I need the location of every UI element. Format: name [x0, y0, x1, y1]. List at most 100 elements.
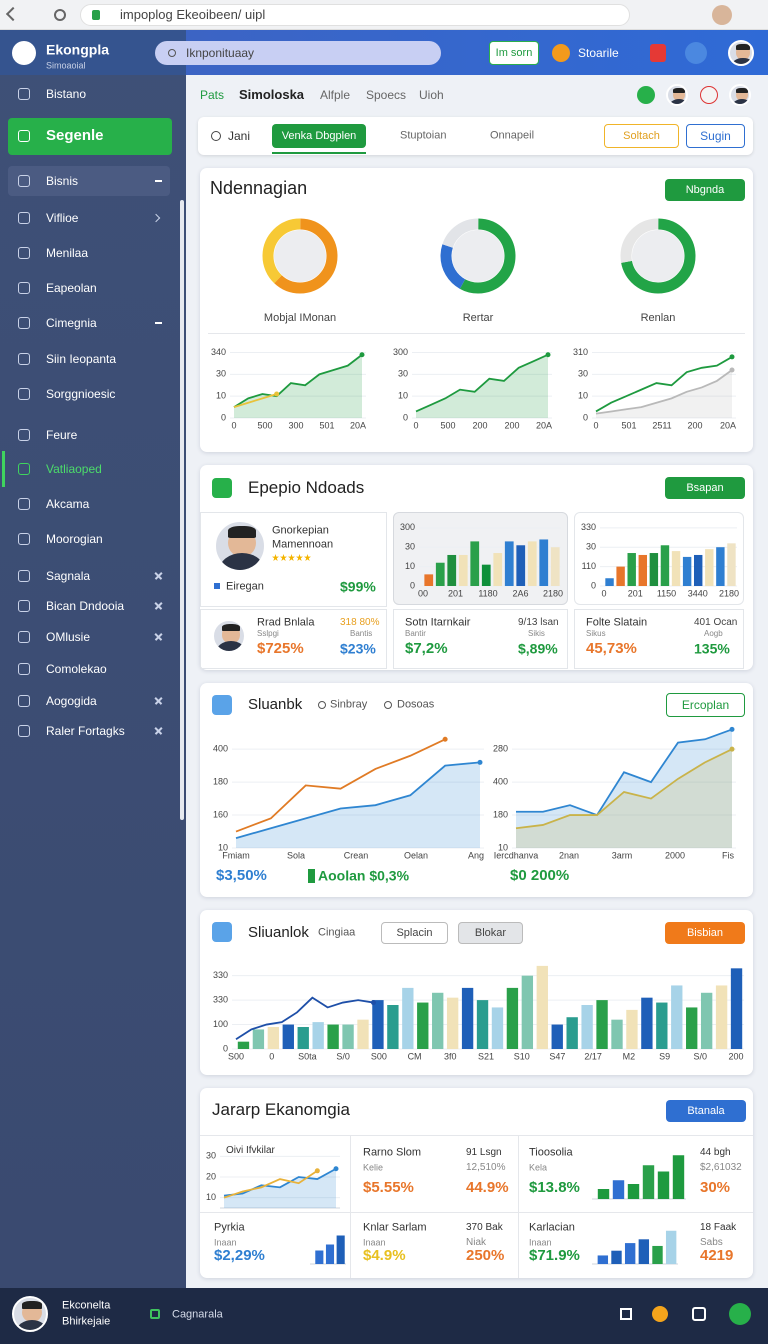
- tab[interactable]: Simoloska: [239, 87, 305, 103]
- card-tab[interactable]: Dosoas: [397, 698, 435, 711]
- brand: Ekongpla: [46, 41, 110, 58]
- chart: 10 160 180 400 Fmiam Sola Crean Oelan Ang: [213, 736, 484, 860]
- red-icon: [650, 44, 666, 62]
- card-button[interactable]: Ercoplan: [666, 693, 745, 717]
- stat-note: 9/13 lsan: [518, 617, 559, 628]
- x-tick-label: CM: [408, 1051, 422, 1061]
- bar: [536, 965, 548, 1049]
- card-button[interactable]: Bsapan: [665, 477, 745, 499]
- nav-item[interactable]: Akcama: [46, 496, 90, 511]
- tab[interactable]: Pats: [200, 87, 225, 102]
- profile-stat: $99%: [340, 578, 376, 595]
- nav-item[interactable]: Menilaa: [46, 245, 89, 260]
- search-placeholder: Iknponituaay: [186, 45, 255, 60]
- x-tick-label: 2180: [719, 588, 739, 598]
- nav-item[interactable]: OMlusie: [46, 629, 91, 644]
- footer-link[interactable]: Cagnarala: [172, 1308, 223, 1321]
- line: [415, 353, 549, 413]
- nav-icon: [18, 317, 30, 329]
- bar: [638, 554, 648, 586]
- card-button[interactable]: Blokar: [458, 922, 523, 944]
- nav-item[interactable]: Bisnis: [46, 173, 79, 188]
- y-tick-label: 10: [498, 842, 508, 852]
- tool[interactable]: Stuptoian: [400, 129, 447, 142]
- nav-item[interactable]: Eapeolan: [46, 280, 97, 295]
- nav-item-active[interactable]: [8, 118, 172, 155]
- nav-item[interactable]: Feure: [46, 427, 78, 442]
- topbar-link[interactable]: Stoarile: [578, 45, 619, 60]
- x-tick-label: Iercdhanva: [494, 850, 539, 860]
- star: [296, 554, 303, 561]
- bar: [656, 1002, 668, 1049]
- line: [595, 369, 733, 415]
- bar: [727, 543, 736, 586]
- nav-item[interactable]: Vatliaoped: [46, 461, 102, 476]
- card-button-label: Blokar: [474, 927, 507, 939]
- bar: [700, 992, 713, 1049]
- nav-item[interactable]: Cimegnia: [46, 315, 97, 330]
- donut-segment: [440, 218, 516, 294]
- bar: [424, 574, 434, 586]
- tab[interactable]: Spoecs: [366, 87, 407, 102]
- end-dot: [314, 1168, 320, 1174]
- nav-item[interactable]: Bican Dndooia: [46, 598, 125, 613]
- card-tab[interactable]: Sinbray: [330, 698, 368, 711]
- nav-item[interactable]: Moorogian: [46, 531, 103, 546]
- nav-item[interactable]: Sorggnioesic: [46, 386, 116, 401]
- tool-outline[interactable]: Sugin: [686, 124, 745, 148]
- bar: [605, 578, 614, 586]
- tool[interactable]: Onnapeil: [490, 129, 535, 142]
- bar: [616, 566, 625, 586]
- x-tick-label: 300: [288, 420, 303, 430]
- x-tick-label: S9: [659, 1051, 670, 1061]
- bar: [491, 1007, 504, 1049]
- donut: Mobjal IMonan: [262, 218, 338, 324]
- card-title: Ndennagian: [210, 178, 308, 199]
- line: [595, 356, 733, 413]
- bar: [461, 987, 474, 1049]
- profile-name: Gnorkepian: [272, 524, 329, 537]
- bar: [458, 554, 468, 586]
- cell-note: 91 Lsgn: [466, 1147, 502, 1158]
- end-dot: [729, 726, 735, 732]
- nav-item-open[interactable]: [8, 166, 170, 196]
- nav-icon: [18, 247, 30, 259]
- x-tick-label: 200: [504, 420, 519, 430]
- status-icon: [729, 1303, 751, 1325]
- stat-note: 401 Ocan: [694, 617, 738, 628]
- bar: [417, 1002, 429, 1049]
- bar: [660, 545, 670, 586]
- tool-outline[interactable]: Soltach: [604, 124, 679, 148]
- nav-item[interactable]: Sagnala: [46, 568, 91, 583]
- card-button[interactable]: Bisbian: [665, 922, 745, 944]
- tool-primary[interactable]: Venka Dbgplen: [272, 124, 366, 148]
- nav-item[interactable]: Siin Ieopanta: [46, 351, 117, 366]
- nav-item[interactable]: Aogogida: [46, 693, 97, 708]
- x-tick-label: 200: [687, 420, 702, 430]
- card-button[interactable]: Btanala: [666, 1100, 746, 1122]
- tool[interactable]: Jani: [228, 128, 251, 143]
- tab[interactable]: Uioh: [419, 87, 444, 102]
- card-button[interactable]: Nbgnda: [665, 179, 745, 201]
- stat-name: Rrad Bnlala: [257, 616, 315, 629]
- tab[interactable]: Alfple: [320, 87, 351, 102]
- line: [223, 1170, 318, 1199]
- x-tick-label: 1180: [478, 588, 497, 598]
- card-button[interactable]: Splacin: [381, 922, 448, 944]
- bar: [657, 1171, 670, 1199]
- card-tab[interactable]: Cingiaa: [318, 926, 356, 939]
- signin-button[interactable]: Im sorn: [489, 41, 539, 65]
- nav-item[interactable]: Viflioe: [46, 210, 79, 225]
- donut-segment: [620, 218, 696, 294]
- cell-sub: Kelie: [363, 1162, 384, 1173]
- cell-sub: $2,61032: [700, 1162, 742, 1173]
- bar: [624, 1243, 636, 1264]
- search-box[interactable]: [155, 41, 441, 65]
- y-tick-label: 330: [581, 522, 596, 532]
- nav-item[interactable]: Comolekao: [46, 661, 107, 676]
- nav-item[interactable]: Raler Fortagks: [46, 723, 125, 738]
- x-tick-label: 0: [269, 1051, 274, 1061]
- x-tick-label: M2: [623, 1051, 636, 1061]
- nav-item[interactable]: Segenle: [46, 127, 104, 144]
- nav-item[interactable]: Bistano: [46, 86, 87, 101]
